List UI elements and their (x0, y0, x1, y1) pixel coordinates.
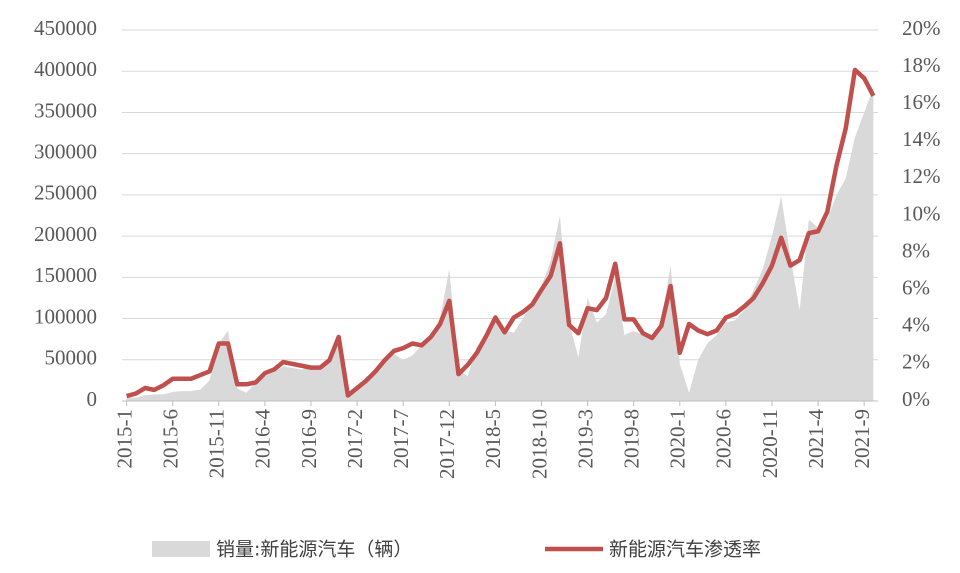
y2-tick-label: 14% (902, 127, 941, 151)
legend-label: 销量:新能源汽车（辆） (216, 539, 412, 561)
y-tick-label: 250000 (34, 181, 97, 205)
y2-tick-label: 0% (902, 387, 930, 411)
y-tick-label: 450000 (34, 16, 97, 40)
x-tick-label: 2019-3 (573, 409, 597, 469)
x-tick-label: 2020-6 (712, 409, 736, 469)
x-tick-label: 2018-10 (527, 409, 551, 479)
y2-tick-label: 6% (902, 276, 930, 300)
y2-tick-label: 2% (902, 350, 930, 374)
line (126, 67, 876, 399)
y2-tick-label: 18% (902, 53, 941, 77)
y-tick-label: 100000 (34, 304, 97, 328)
legend-swatch (152, 541, 210, 557)
y-tick-label: 400000 (34, 57, 97, 81)
y2-tick-label: 20% (902, 16, 941, 40)
y2-tick-label: 12% (902, 164, 941, 188)
x-tick-label: 2020-1 (666, 409, 690, 469)
x-tick-label: 2015-1 (112, 409, 136, 469)
legend-label: 新能源汽车渗透率 (609, 539, 761, 561)
y-tick-label: 300000 (34, 139, 97, 163)
x-tick-label: 2018-5 (481, 409, 505, 469)
y-tick-label: 350000 (34, 98, 97, 122)
x-tick-label: 2015-6 (159, 409, 183, 469)
x-tick-label: 2017-12 (435, 409, 459, 479)
y2-tick-label: 16% (902, 90, 941, 114)
x-tick-label: 2016-9 (297, 409, 321, 469)
y-tick-label: 50000 (45, 346, 98, 370)
x-tick-label: 2015-11 (205, 409, 229, 478)
y-tick-label: 150000 (34, 263, 97, 287)
y-tick-label: 0 (87, 387, 98, 411)
x-tick-label: 2019-8 (619, 409, 643, 469)
y2-tick-label: 8% (902, 238, 930, 262)
grid (122, 29, 878, 402)
x-tick-label: 2020-11 (758, 409, 782, 478)
x-tick-label: 2021-4 (804, 409, 828, 469)
y-tick-label: 200000 (34, 222, 97, 246)
x-tick-label: 2017-2 (343, 409, 367, 469)
legend: 销量:新能源汽车（辆） 新能源汽车渗透率 (152, 539, 761, 561)
y2-tick-label: 4% (902, 313, 930, 337)
x-tick-label: 2017-7 (389, 409, 413, 469)
x-tick-label: 2021-9 (850, 409, 874, 469)
area (126, 87, 874, 401)
y2-tick-label: 10% (902, 201, 941, 225)
x-tick-label: 2016-4 (251, 409, 275, 469)
